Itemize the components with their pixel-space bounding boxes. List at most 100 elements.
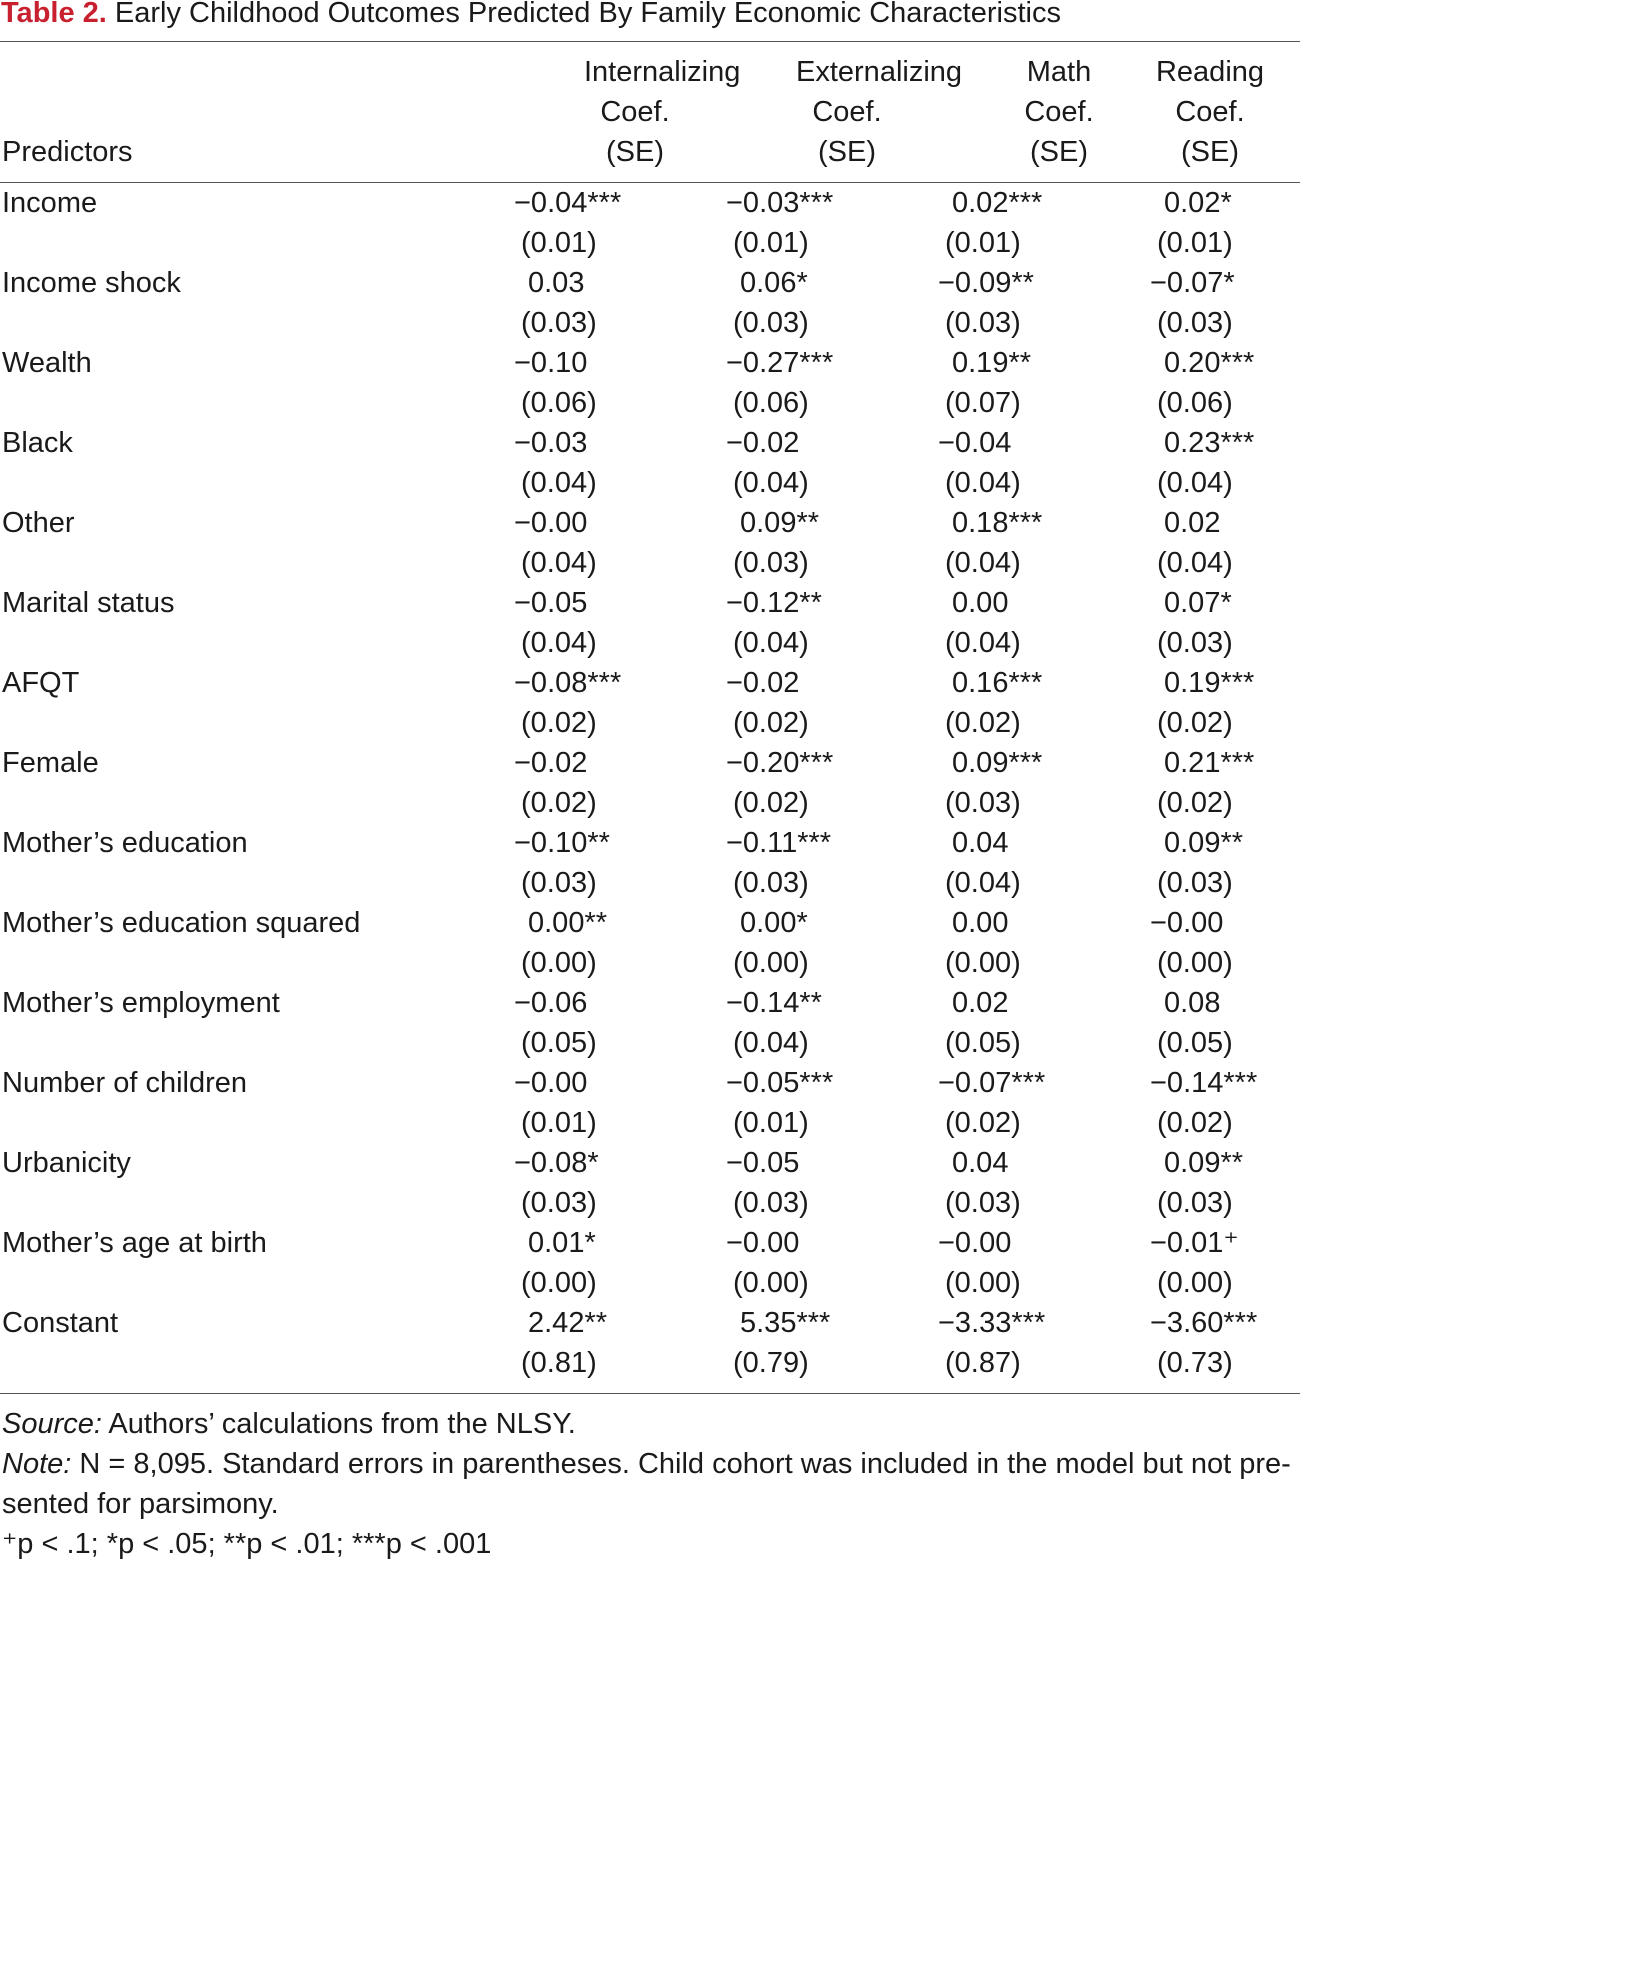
se-reading: (0.03) bbox=[1157, 307, 1233, 339]
se-internalizing: (0.01) bbox=[521, 227, 597, 259]
predictor-label: Income shock bbox=[2, 267, 181, 299]
empty-cell bbox=[0, 303, 514, 343]
coef-internalizing: 2.42** bbox=[528, 1307, 608, 1339]
general-note-cont: sented for parsimony. bbox=[2, 1488, 279, 1520]
se-reading: (0.04) bbox=[1157, 467, 1233, 499]
predictor-label: Income bbox=[2, 187, 98, 219]
se-reading: (0.02) bbox=[1157, 1107, 1233, 1139]
se-externalizing: (0.01) bbox=[733, 227, 809, 259]
table-title: Table 2. Early Childhood Outcomes Predic… bbox=[0, 0, 1300, 28]
table-row-se: (0.05) (0.04) (0.05) (0.05) bbox=[0, 1023, 1300, 1063]
coef-math: 0.19** bbox=[952, 347, 1032, 379]
se-math: (0.07) bbox=[945, 387, 1021, 419]
footnotes: Source: Authors’ calculations from the N… bbox=[0, 1404, 1300, 1564]
table-row-se: (0.04) (0.03) (0.04) (0.04) bbox=[0, 543, 1300, 583]
coef-internalizing: 0.01* bbox=[528, 1227, 596, 1259]
coef-math: −0.07*** bbox=[938, 1067, 1046, 1099]
table-row: AFQT −0.08*** −0.02 0.16*** 0.19*** bbox=[0, 663, 1300, 703]
se-math: (0.04) bbox=[945, 547, 1021, 579]
se-reading: (0.05) bbox=[1157, 1027, 1233, 1059]
empty-cell bbox=[0, 623, 514, 663]
se-math: (0.04) bbox=[945, 867, 1021, 899]
coef-reading: 0.02 bbox=[1164, 507, 1221, 539]
se-reading: (0.02) bbox=[1157, 707, 1233, 739]
coef-externalizing: −0.20*** bbox=[726, 747, 834, 779]
coef-math: −0.00 bbox=[938, 1227, 1012, 1259]
se-reading: (0.03) bbox=[1157, 627, 1233, 659]
empty-cell bbox=[0, 543, 514, 583]
empty-cell bbox=[0, 463, 514, 503]
table-row: Number of children −0.00 −0.05*** −0.07*** −… bbox=[0, 1063, 1300, 1103]
se-externalizing: (0.01) bbox=[733, 1107, 809, 1139]
coef-externalizing: −0.02 bbox=[726, 427, 800, 459]
coef-reading: −0.01⁺ bbox=[1150, 1227, 1239, 1259]
top-rule bbox=[0, 41, 1300, 42]
col-header-math: Math Coef. (SE) bbox=[1024, 56, 1094, 168]
table-row: Wealth −0.10 −0.27*** 0.19** 0.20*** bbox=[0, 343, 1300, 383]
empty-cell bbox=[0, 1023, 514, 1063]
coef-externalizing: −0.14** bbox=[726, 987, 822, 1019]
coef-externalizing: 5.35*** bbox=[740, 1307, 831, 1339]
predictor-label: Urbanicity bbox=[2, 1147, 131, 1179]
coef-math: −0.09** bbox=[938, 267, 1034, 299]
col-header-externalizing: Externalizing Coef. (SE) bbox=[796, 56, 963, 168]
se-internalizing: (0.00) bbox=[521, 1267, 597, 1299]
se-externalizing: (0.03) bbox=[733, 1187, 809, 1219]
table-row: Constant 2.42** 5.35*** −3.33*** −3.60*** bbox=[0, 1303, 1300, 1343]
se-externalizing: (0.02) bbox=[733, 707, 809, 739]
predictor-label: Mother’s education bbox=[2, 827, 248, 859]
coef-math: 0.00 bbox=[952, 907, 1009, 939]
table-page: Table 2. Early Childhood Outcomes Predic… bbox=[0, 0, 1300, 1564]
coef-math: 0.09*** bbox=[952, 747, 1043, 779]
table-row-se: (0.01) (0.01) (0.01) (0.01) bbox=[0, 223, 1300, 263]
coef-externalizing: −0.11*** bbox=[726, 827, 832, 859]
coef-math: 0.16*** bbox=[952, 667, 1043, 699]
coef-externalizing: −0.05 bbox=[726, 1147, 800, 1179]
table-row: Income shock 0.03 0.06* −0.09** −0.07* bbox=[0, 263, 1300, 303]
col-header-reading: Reading Coef. (SE) bbox=[1155, 56, 1265, 168]
se-math: (0.04) bbox=[945, 627, 1021, 659]
coef-internalizing: 0.03 bbox=[528, 267, 585, 299]
table-row-se: (0.03) (0.03) (0.03) (0.03) bbox=[0, 303, 1300, 343]
coef-math: 0.02 bbox=[952, 987, 1009, 1019]
table-row: Mother’s education −0.10** −0.11*** 0.04 0.0… bbox=[0, 823, 1300, 863]
coef-internalizing: −0.00 bbox=[514, 507, 588, 539]
coef-math: 0.04 bbox=[952, 1147, 1009, 1179]
se-externalizing: (0.00) bbox=[733, 947, 809, 979]
empty-cell bbox=[0, 703, 514, 743]
table-row: Female −0.02 −0.20*** 0.09*** 0.21*** bbox=[0, 743, 1300, 783]
se-math: (0.03) bbox=[945, 787, 1021, 819]
table-row-se: (0.00) (0.00) (0.00) (0.00) bbox=[0, 1263, 1300, 1303]
table-row: Urbanicity −0.08* −0.05 0.04 0.09** bbox=[0, 1143, 1300, 1183]
table-row: Mother’s education squared 0.00** 0.00* 0.0… bbox=[0, 903, 1300, 943]
general-note: Note: N = 8,095. Standard errors in pare… bbox=[2, 1448, 1291, 1480]
se-reading: (0.06) bbox=[1157, 387, 1233, 419]
se-reading: (0.03) bbox=[1157, 1187, 1233, 1219]
se-internalizing: (0.03) bbox=[521, 1187, 597, 1219]
se-internalizing: (0.00) bbox=[521, 947, 597, 979]
se-math: (0.02) bbox=[945, 707, 1021, 739]
coef-internalizing: −0.10 bbox=[514, 347, 588, 379]
se-externalizing: (0.04) bbox=[733, 467, 809, 499]
coef-externalizing: 0.00* bbox=[740, 907, 808, 939]
se-externalizing: (0.03) bbox=[733, 307, 809, 339]
se-math: (0.00) bbox=[945, 1267, 1021, 1299]
table-row-se: (0.03) (0.03) (0.03) (0.03) bbox=[0, 1183, 1300, 1223]
coef-reading: 0.21*** bbox=[1164, 747, 1255, 779]
coef-math: 0.18*** bbox=[952, 507, 1043, 539]
se-externalizing: (0.00) bbox=[733, 1267, 809, 1299]
se-reading: (0.01) bbox=[1157, 227, 1233, 259]
se-reading: (0.00) bbox=[1157, 947, 1233, 979]
table-row: Income −0.04*** −0.03*** 0.02*** 0.02* bbox=[0, 183, 1300, 223]
se-internalizing: (0.04) bbox=[521, 547, 597, 579]
se-externalizing: (0.02) bbox=[733, 787, 809, 819]
coef-reading: 0.09** bbox=[1164, 1147, 1244, 1179]
empty-cell bbox=[0, 1103, 514, 1143]
coef-math: −0.04 bbox=[938, 427, 1012, 459]
se-internalizing: (0.04) bbox=[521, 627, 597, 659]
se-externalizing: (0.79) bbox=[733, 1347, 809, 1379]
coef-internalizing: −0.10** bbox=[514, 827, 610, 859]
coef-reading: 0.08 bbox=[1164, 987, 1221, 1019]
empty-cell bbox=[0, 383, 514, 423]
se-reading: (0.02) bbox=[1157, 787, 1233, 819]
